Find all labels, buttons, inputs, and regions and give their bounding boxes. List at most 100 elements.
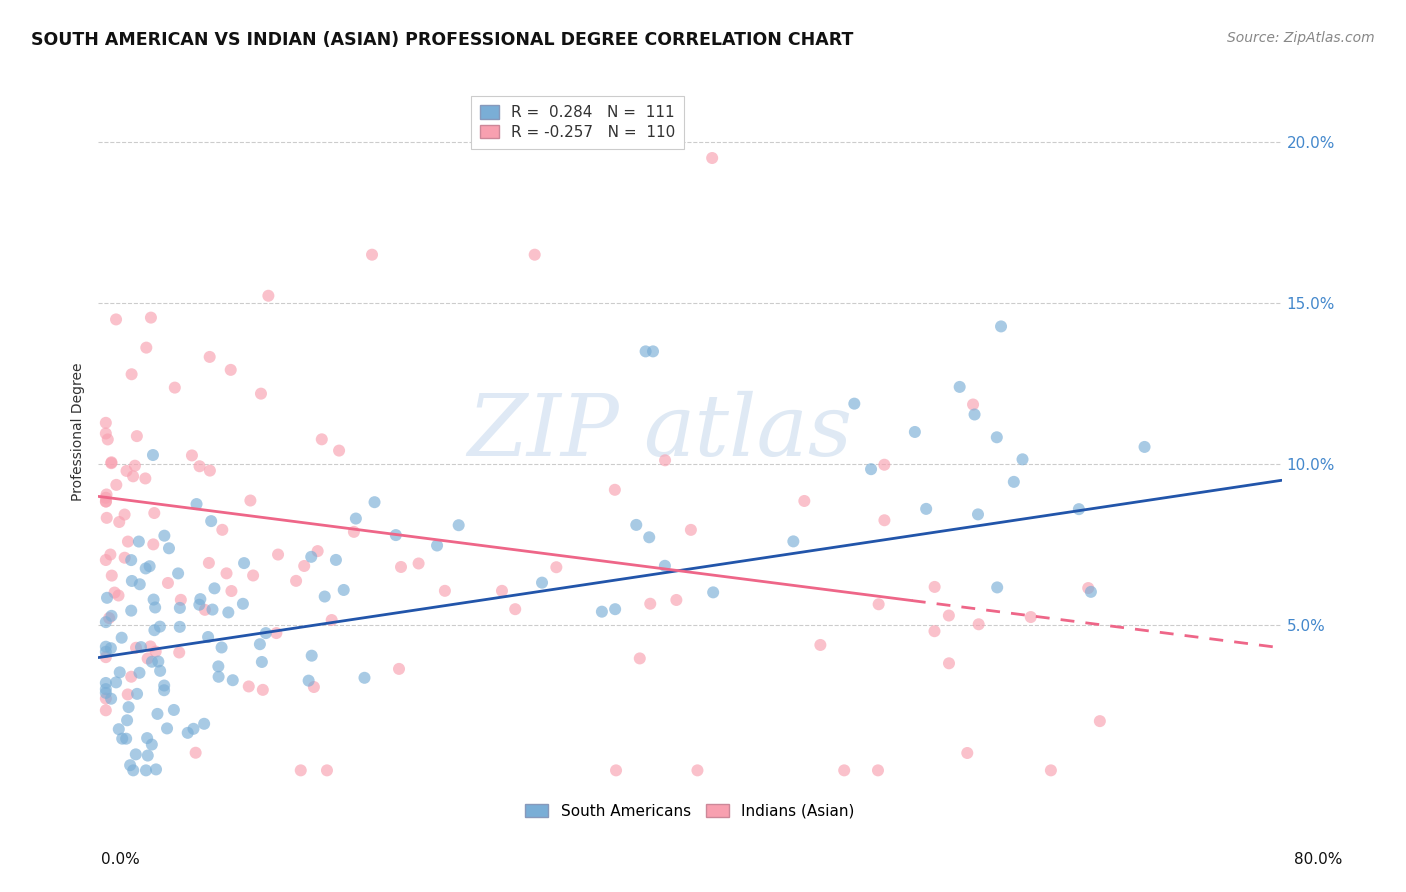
Indians (Asian)	[139, 310, 162, 325]
Indians (Asian)	[491, 583, 513, 598]
Indians (Asian)	[686, 764, 709, 778]
Indians (Asian)	[198, 350, 221, 364]
South Americans	[111, 731, 134, 746]
South Americans	[156, 722, 179, 736]
South Americans	[153, 529, 176, 543]
South Americans	[138, 559, 160, 574]
Indians (Asian)	[361, 248, 384, 262]
Indians (Asian)	[115, 464, 138, 478]
Indians (Asian)	[1019, 610, 1042, 624]
Indians (Asian)	[938, 657, 960, 671]
Indians (Asian)	[94, 416, 117, 430]
South Americans	[141, 655, 163, 669]
South Americans	[183, 722, 205, 736]
South Americans	[96, 591, 118, 605]
South Americans	[167, 566, 190, 581]
South Americans	[120, 553, 142, 567]
Indians (Asian)	[139, 640, 162, 654]
South Americans	[146, 706, 169, 721]
Indians (Asian)	[156, 576, 179, 591]
Indians (Asian)	[100, 456, 122, 470]
South Americans	[963, 408, 986, 422]
South Americans	[211, 640, 233, 655]
Indians (Asian)	[94, 426, 117, 441]
Indians (Asian)	[603, 483, 626, 497]
South Americans	[986, 581, 1008, 595]
South Americans	[638, 530, 661, 544]
Text: SOUTH AMERICAN VS INDIAN (ASIAN) PROFESSIONAL DEGREE CORRELATION CHART: SOUTH AMERICAN VS INDIAN (ASIAN) PROFESS…	[31, 31, 853, 49]
South Americans	[363, 495, 385, 509]
Indians (Asian)	[389, 560, 412, 574]
Indians (Asian)	[628, 651, 651, 665]
South Americans	[108, 665, 131, 680]
South Americans	[115, 713, 138, 727]
Indians (Asian)	[98, 611, 121, 625]
Indians (Asian)	[105, 478, 128, 492]
South Americans	[967, 508, 990, 522]
Indians (Asian)	[94, 491, 117, 505]
South Americans	[128, 665, 150, 680]
Indians (Asian)	[188, 459, 211, 474]
Indians (Asian)	[321, 613, 343, 627]
South Americans	[141, 738, 163, 752]
South Americans	[169, 601, 191, 615]
Indians (Asian)	[1039, 764, 1062, 778]
Indians (Asian)	[135, 341, 157, 355]
Indians (Asian)	[94, 553, 117, 567]
South Americans	[207, 670, 229, 684]
Indians (Asian)	[546, 560, 568, 574]
Indians (Asian)	[143, 506, 166, 520]
Indians (Asian)	[866, 764, 889, 778]
Indians (Asian)	[873, 458, 896, 472]
Indians (Asian)	[252, 682, 274, 697]
South Americans	[163, 703, 186, 717]
South Americans	[702, 585, 724, 599]
South Americans	[344, 511, 367, 525]
South Americans	[250, 655, 273, 669]
South Americans	[100, 691, 122, 706]
South Americans	[143, 623, 166, 637]
Indians (Asian)	[793, 494, 815, 508]
South Americans	[860, 462, 883, 476]
Indians (Asian)	[94, 494, 117, 508]
Indians (Asian)	[962, 397, 984, 411]
South Americans	[94, 640, 117, 654]
Indians (Asian)	[832, 764, 855, 778]
South Americans	[986, 430, 1008, 444]
South Americans	[844, 397, 866, 411]
South Americans	[904, 425, 927, 439]
Indians (Asian)	[170, 592, 193, 607]
Indians (Asian)	[343, 524, 366, 539]
South Americans	[115, 731, 138, 746]
South Americans	[204, 582, 226, 596]
Indians (Asian)	[924, 624, 946, 639]
South Americans	[301, 648, 323, 663]
Indians (Asian)	[924, 580, 946, 594]
South Americans	[217, 606, 239, 620]
South Americans	[94, 682, 117, 697]
South Americans	[634, 344, 657, 359]
South Americans	[1067, 502, 1090, 516]
Indians (Asian)	[181, 449, 204, 463]
Indians (Asian)	[665, 593, 688, 607]
Indians (Asian)	[408, 557, 430, 571]
Indians (Asian)	[125, 429, 148, 443]
Text: ZIP: ZIP	[467, 391, 619, 474]
Indians (Asian)	[120, 670, 142, 684]
South Americans	[153, 679, 176, 693]
Indians (Asian)	[873, 513, 896, 527]
Indians (Asian)	[302, 680, 325, 694]
South Americans	[153, 683, 176, 698]
South Americans	[136, 748, 159, 763]
South Americans	[949, 380, 972, 394]
Indians (Asian)	[1088, 714, 1111, 728]
South Americans	[125, 747, 148, 762]
South Americans	[353, 671, 375, 685]
Indians (Asian)	[702, 151, 724, 165]
South Americans	[135, 561, 157, 575]
South Americans	[1133, 440, 1156, 454]
Legend: South Americans, Indians (Asian): South Americans, Indians (Asian)	[519, 797, 860, 825]
Indians (Asian)	[638, 597, 661, 611]
Indians (Asian)	[96, 511, 118, 525]
Indians (Asian)	[117, 534, 139, 549]
